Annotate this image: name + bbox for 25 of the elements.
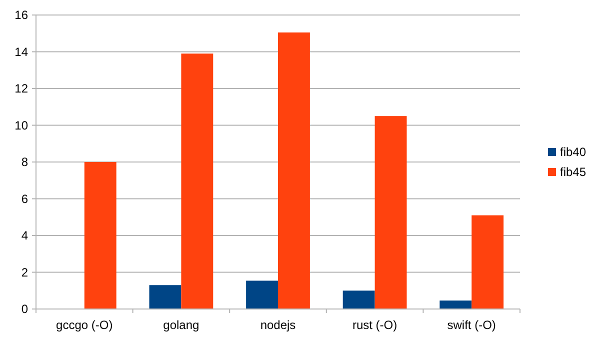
bar [374,116,407,309]
y-tick-label: 4 [21,228,28,243]
y-tick-label: 0 [21,302,28,316]
bar [440,300,472,309]
x-tick-label: rust (-O) [352,318,398,332]
bar [342,290,375,309]
x-tick-label: gccgo (-O) [56,318,113,332]
legend-label: fib45 [560,165,586,180]
bar [278,32,310,309]
x-tick-label: nodejs [260,318,296,332]
y-tick-label: 16 [14,8,28,22]
x-tick-label: swift (-O) [447,318,496,332]
x-tick-label: golang [163,318,200,332]
y-tick-label: 14 [14,44,28,59]
bar [246,280,278,309]
legend-label: fib40 [560,145,586,160]
bar [181,54,214,309]
bar [84,162,116,309]
bar [149,285,182,309]
y-tick-label: 2 [21,265,28,280]
y-tick-label: 12 [14,82,28,96]
bar [472,215,504,309]
y-tick-label: 6 [21,192,28,206]
y-tick-label: 8 [21,155,28,170]
y-tick-label: 10 [14,118,28,132]
